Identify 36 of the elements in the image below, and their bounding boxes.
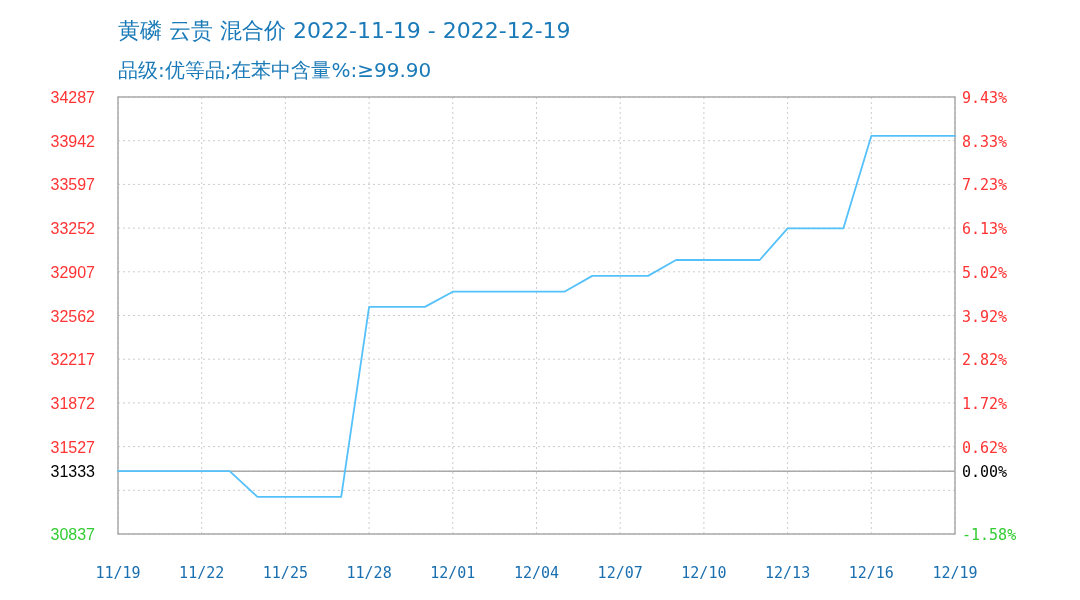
x-tick-label: 12/16 [848,564,894,582]
y2-tick-label: 2.82% [962,351,1008,370]
x-tick-label: 12/07 [597,564,643,582]
y2-tick-label: 5.02% [962,264,1008,283]
x-tick-label: 11/22 [179,564,225,582]
y2-tick-label: 7.23% [962,176,1008,195]
y2-tick-label: 1.72% [962,395,1008,414]
chart-subtitle: 品级:优等品;在苯中含量%:≥99.90 [118,58,432,82]
y2-tick-label: 6.13% [962,219,1008,238]
x-tick-label: 11/19 [95,564,141,582]
x-tick-label: 12/04 [513,564,560,582]
chart-title: 黄磷 云贵 混合价 2022-11-19 - 2022-12-19 [118,18,571,43]
x-tick-label: 12/10 [681,564,727,582]
x-tick-label: 12/01 [430,564,476,582]
x-tick-label: 12/19 [932,564,978,582]
y2-tick-label: 0.62% [962,438,1008,457]
y2-tick-label: 9.43% [962,89,1008,107]
y2-tick-label: 8.33% [962,132,1008,151]
x-tick-label: 11/28 [346,564,392,582]
y-tick-label: 34287 [50,89,96,106]
x-tick-label: 11/25 [262,564,308,582]
y-tick-label: 32217 [50,351,96,369]
y-tick-label: 33942 [50,132,96,150]
x-tick-label: 12/13 [765,564,811,582]
y-tick-label: 33252 [50,220,96,238]
y-tick-label: 31872 [50,394,96,412]
y-tick-label: 31527 [50,438,96,456]
y-tick-label: 32562 [50,307,96,325]
y-tick-label: 30837 [50,526,96,543]
y2-tick-label: 0.00% [962,463,1008,482]
y-tick-label: 31333 [50,463,96,481]
line-series [117,134,956,498]
y2-tick-label: 3.92% [962,307,1008,326]
y2-tick-label: -1.58% [962,526,1017,544]
y-tick-label: 32907 [50,263,96,281]
y-tick-label: 33597 [50,176,96,194]
